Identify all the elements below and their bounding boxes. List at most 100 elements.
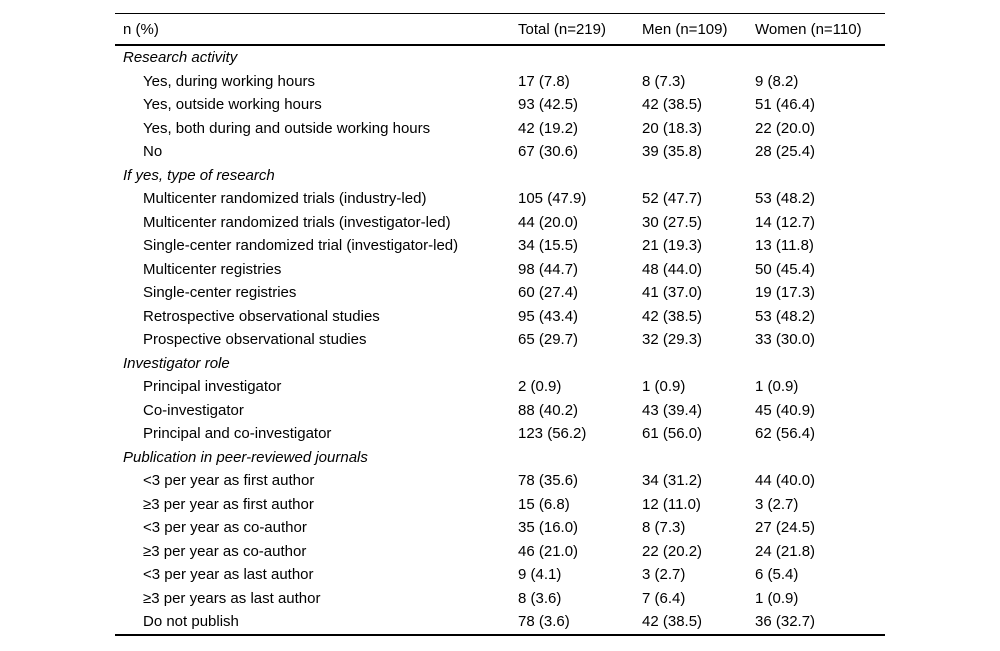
cell-total: 9 (4.1) <box>518 566 562 584</box>
cell-men: 34 (31.2) <box>642 472 703 490</box>
cell-women: 27 (24.5) <box>755 519 816 537</box>
cell-women: 28 (25.4) <box>755 143 816 161</box>
section-row: Publication in peer-reviewed journals <box>115 446 885 470</box>
row-label: ≥3 per year as co-author <box>143 542 307 560</box>
row-label: Single-center randomized trial (investig… <box>143 237 459 255</box>
row-label: Multicenter randomized trials (industry-… <box>143 190 427 208</box>
cell-women: 1 (0.9) <box>755 589 799 607</box>
table-row: Single-center registries 60 (27.4) 41 (37.… <box>115 281 885 305</box>
table-row: Principal and co-investigator 123 (56.2) 6… <box>115 422 885 446</box>
cell-women: 13 (11.8) <box>755 237 814 255</box>
table-row: Prospective observational studies 65 (29.… <box>115 328 885 352</box>
row-label: <3 per year as first author <box>143 472 315 490</box>
row-label: Yes, during working hours <box>143 72 316 90</box>
cell-women: 3 (2.7) <box>755 495 799 513</box>
header-men: Men (n=109) <box>642 20 728 38</box>
table-row: ≥3 per years as last author 8 (3.6) 7 (6.4… <box>115 587 885 611</box>
row-label: Yes, both during and outside working hou… <box>143 119 431 137</box>
cell-men: 8 (7.3) <box>642 519 686 537</box>
table-row: Retrospective observational studies 95 (4… <box>115 305 885 329</box>
cell-men: 48 (44.0) <box>642 260 703 278</box>
section-title: Research activity <box>123 49 238 67</box>
row-label: Prospective observational studies <box>143 331 367 349</box>
table-row: ≥3 per year as first author 15 (6.8) 12 (1… <box>115 493 885 517</box>
cell-women: 62 (56.4) <box>755 425 816 443</box>
row-label: Principal investigator <box>143 378 282 396</box>
row-label: <3 per year as last author <box>143 566 314 584</box>
cell-women: 36 (32.7) <box>755 613 816 631</box>
row-label: No <box>143 143 163 161</box>
cell-total: 65 (29.7) <box>518 331 579 349</box>
cell-women: 22 (20.0) <box>755 119 816 137</box>
cell-total: 93 (42.5) <box>518 96 579 114</box>
cell-total: 15 (6.8) <box>518 495 570 513</box>
cell-total: 95 (43.4) <box>518 307 579 325</box>
row-label: ≥3 per year as first author <box>143 495 314 513</box>
header-total: Total (n=219) <box>518 20 606 38</box>
cell-men: 21 (19.3) <box>642 237 703 255</box>
section-title: Publication in peer-reviewed journals <box>123 448 368 466</box>
row-label: Multicenter registries <box>143 260 282 278</box>
table-row: <3 per year as first author 78 (35.6) 34 (… <box>115 469 885 493</box>
cell-men: 20 (18.3) <box>642 119 703 137</box>
table-header-row: n (%) Total (n=219) Men (n=109) Women (n… <box>115 14 885 46</box>
cell-total: 2 (0.9) <box>518 378 562 396</box>
cell-men: 22 (20.2) <box>642 542 703 560</box>
table-row: Yes, outside working hours 93 (42.5) 42 (3… <box>115 93 885 117</box>
cell-total: 34 (15.5) <box>518 237 579 255</box>
cell-total: 105 (47.9) <box>518 190 587 208</box>
section-row: If yes, type of research <box>115 164 885 188</box>
table-row: ≥3 per year as co-author 46 (21.0) 22 (20.… <box>115 540 885 564</box>
cell-women: 44 (40.0) <box>755 472 816 490</box>
cell-total: 8 (3.6) <box>518 589 562 607</box>
cell-men: 41 (37.0) <box>642 284 703 302</box>
cell-men: 3 (2.7) <box>642 566 686 584</box>
table-row: Co-investigator 88 (40.2) 43 (39.4) 45 (40.… <box>115 399 885 423</box>
cell-men: 43 (39.4) <box>642 401 703 419</box>
cell-men: 39 (35.8) <box>642 143 703 161</box>
cell-women: 53 (48.2) <box>755 307 816 325</box>
cell-women: 50 (45.4) <box>755 260 816 278</box>
cell-men: 32 (29.3) <box>642 331 703 349</box>
table-row: No 67 (30.6) 39 (35.8) 28 (25.4) <box>115 140 885 164</box>
table-row: <3 per year as last author 9 (4.1) 3 (2.7)… <box>115 563 885 587</box>
statistics-table: n (%) Total (n=219) Men (n=109) Women (n… <box>115 13 885 636</box>
header-women: Women (n=110) <box>755 20 862 38</box>
cell-total: 98 (44.7) <box>518 260 579 278</box>
table-row: Yes, during working hours 17 (7.8) 8 (7.3)… <box>115 70 885 94</box>
table-row: Principal investigator 2 (0.9) 1 (0.9) 1 (0… <box>115 375 885 399</box>
table-row: Multicenter randomized trials (investiga… <box>115 211 885 235</box>
cell-total: 46 (21.0) <box>518 542 579 560</box>
row-label: ≥3 per years as last author <box>143 589 321 607</box>
cell-total: 44 (20.0) <box>518 213 579 231</box>
cell-men: 42 (38.5) <box>642 307 703 325</box>
cell-women: 51 (46.4) <box>755 96 816 114</box>
cell-men: 1 (0.9) <box>642 378 686 396</box>
row-label: <3 per year as co-author <box>143 519 307 537</box>
cell-women: 6 (5.4) <box>755 566 799 584</box>
row-label: Multicenter randomized trials (investiga… <box>143 213 451 231</box>
cell-total: 67 (30.6) <box>518 143 579 161</box>
row-label: Principal and co-investigator <box>143 425 332 443</box>
row-label: Do not publish <box>143 613 239 631</box>
cell-total: 88 (40.2) <box>518 401 579 419</box>
cell-total: 60 (27.4) <box>518 284 579 302</box>
section-row: Research activity <box>115 46 885 70</box>
table-row: Multicenter registries 98 (44.7) 48 (44.0)… <box>115 258 885 282</box>
cell-women: 45 (40.9) <box>755 401 816 419</box>
row-label: Retrospective observational studies <box>143 307 380 325</box>
table-row: Yes, both during and outside working hou… <box>115 117 885 141</box>
table-body: Research activity Yes, during working hou… <box>115 46 885 634</box>
table-row: <3 per year as co-author 35 (16.0) 8 (7.3)… <box>115 516 885 540</box>
cell-total: 123 (56.2) <box>518 425 587 443</box>
cell-total: 35 (16.0) <box>518 519 579 537</box>
cell-total: 42 (19.2) <box>518 119 579 137</box>
cell-men: 8 (7.3) <box>642 72 686 90</box>
table-row: Multicenter randomized trials (industry-… <box>115 187 885 211</box>
cell-women: 14 (12.7) <box>755 213 816 231</box>
cell-men: 42 (38.5) <box>642 613 703 631</box>
section-title: Investigator role <box>123 354 230 372</box>
cell-men: 30 (27.5) <box>642 213 703 231</box>
cell-men: 42 (38.5) <box>642 96 703 114</box>
